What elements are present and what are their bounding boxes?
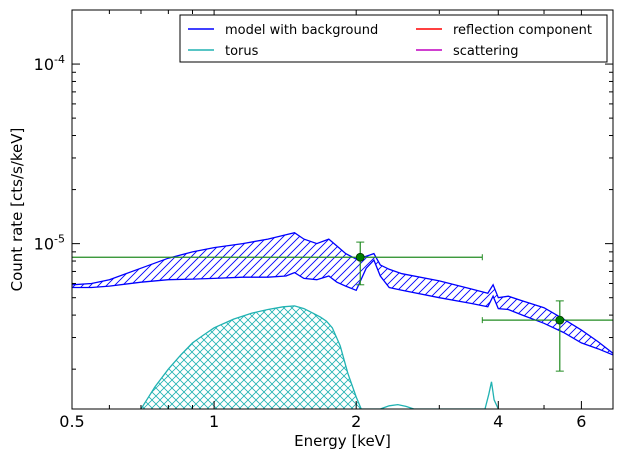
y-tick-exponent: -4 [54, 53, 65, 66]
plot-frame [71, 9, 614, 410]
torus-tail-line [361, 381, 499, 409]
x-tick-label: 0.5 [59, 412, 84, 431]
x-tick-label: 6 [576, 412, 586, 431]
y-tick-base: 10 [34, 55, 54, 74]
y-tick-base: 10 [34, 235, 54, 254]
torus-fill [141, 305, 362, 409]
y-tick-exponent: -5 [54, 233, 65, 246]
torus-line [140, 305, 362, 409]
legend-entry-label: model with background [225, 23, 378, 38]
y-tick-label: 10-4 [34, 53, 65, 74]
legend-entry-label: reflection component [453, 23, 592, 38]
data-point-1 [72, 241, 483, 286]
data-point-2 [481, 300, 613, 372]
model-band-fill [72, 232, 613, 355]
x-tick-label: 2 [351, 412, 361, 431]
data-marker [355, 252, 365, 262]
plot-background [72, 10, 613, 409]
x-axis-label: Energy [keV] [294, 432, 391, 450]
data-marker [555, 315, 565, 325]
x-tick-label: 4 [493, 412, 503, 431]
legend-entry-label: scattering [453, 44, 519, 59]
y-tick-label: 10-5 [34, 233, 65, 254]
model-lower-line [72, 258, 613, 356]
y-axis-label: Count rate [cts/s/keV] [8, 128, 26, 292]
legend-entry-label: torus [225, 44, 259, 59]
legend-box [179, 14, 608, 63]
x-tick-label: 1 [209, 412, 219, 431]
